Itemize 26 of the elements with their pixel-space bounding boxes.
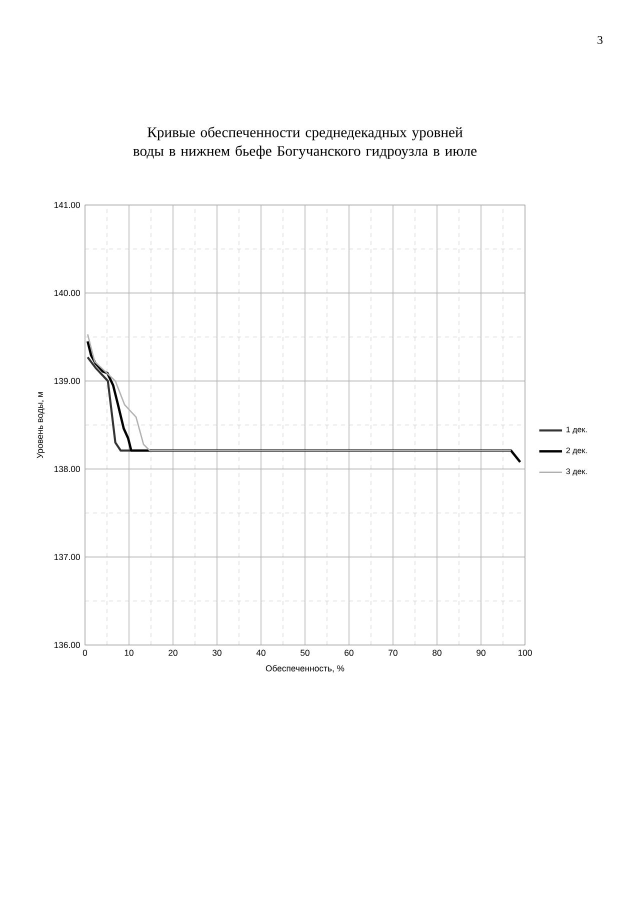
y-tick-label: 140.00: [54, 290, 80, 296]
text: 3: [598, 36, 603, 44]
x-tick-label: 20: [168, 650, 178, 656]
x-tick-label: 100: [518, 650, 532, 656]
y-axis-title: Уровень воды, м: [36, 392, 45, 458]
line-series: [86, 356, 132, 452]
legend-label: 1 дек.: [566, 426, 587, 434]
x-tick-label: 60: [344, 650, 354, 656]
y-tick-label: 139.00: [54, 378, 80, 384]
y-tick-label: 137.00: [54, 554, 80, 560]
x-axis-title: Обеспеченность, %: [266, 664, 344, 672]
x-tick-label: 80: [432, 650, 442, 656]
y-tick-label: 136.00: [54, 642, 80, 648]
x-tick-label: 10: [124, 650, 134, 656]
x-tick-label: 90: [476, 650, 486, 656]
line-series: [86, 340, 522, 464]
x-tick-label: 50: [300, 650, 310, 656]
x-tick-label: 0: [82, 650, 88, 656]
y-tick-label: 138.00: [54, 466, 80, 472]
x-tick-label: 70: [388, 650, 398, 656]
y-tick-label: 141.00: [54, 202, 80, 208]
chart-title: Кривые обеспеченности среднедекадных уровней воды в нижнем бьефе Богучанского гидроузла в июле: [133, 126, 477, 159]
x-tick-label: 40: [256, 650, 266, 656]
x-tick-label: 30: [212, 650, 222, 656]
legend-label: 2 дек.: [566, 448, 587, 455]
legend-label: 3 дек.: [566, 468, 587, 476]
